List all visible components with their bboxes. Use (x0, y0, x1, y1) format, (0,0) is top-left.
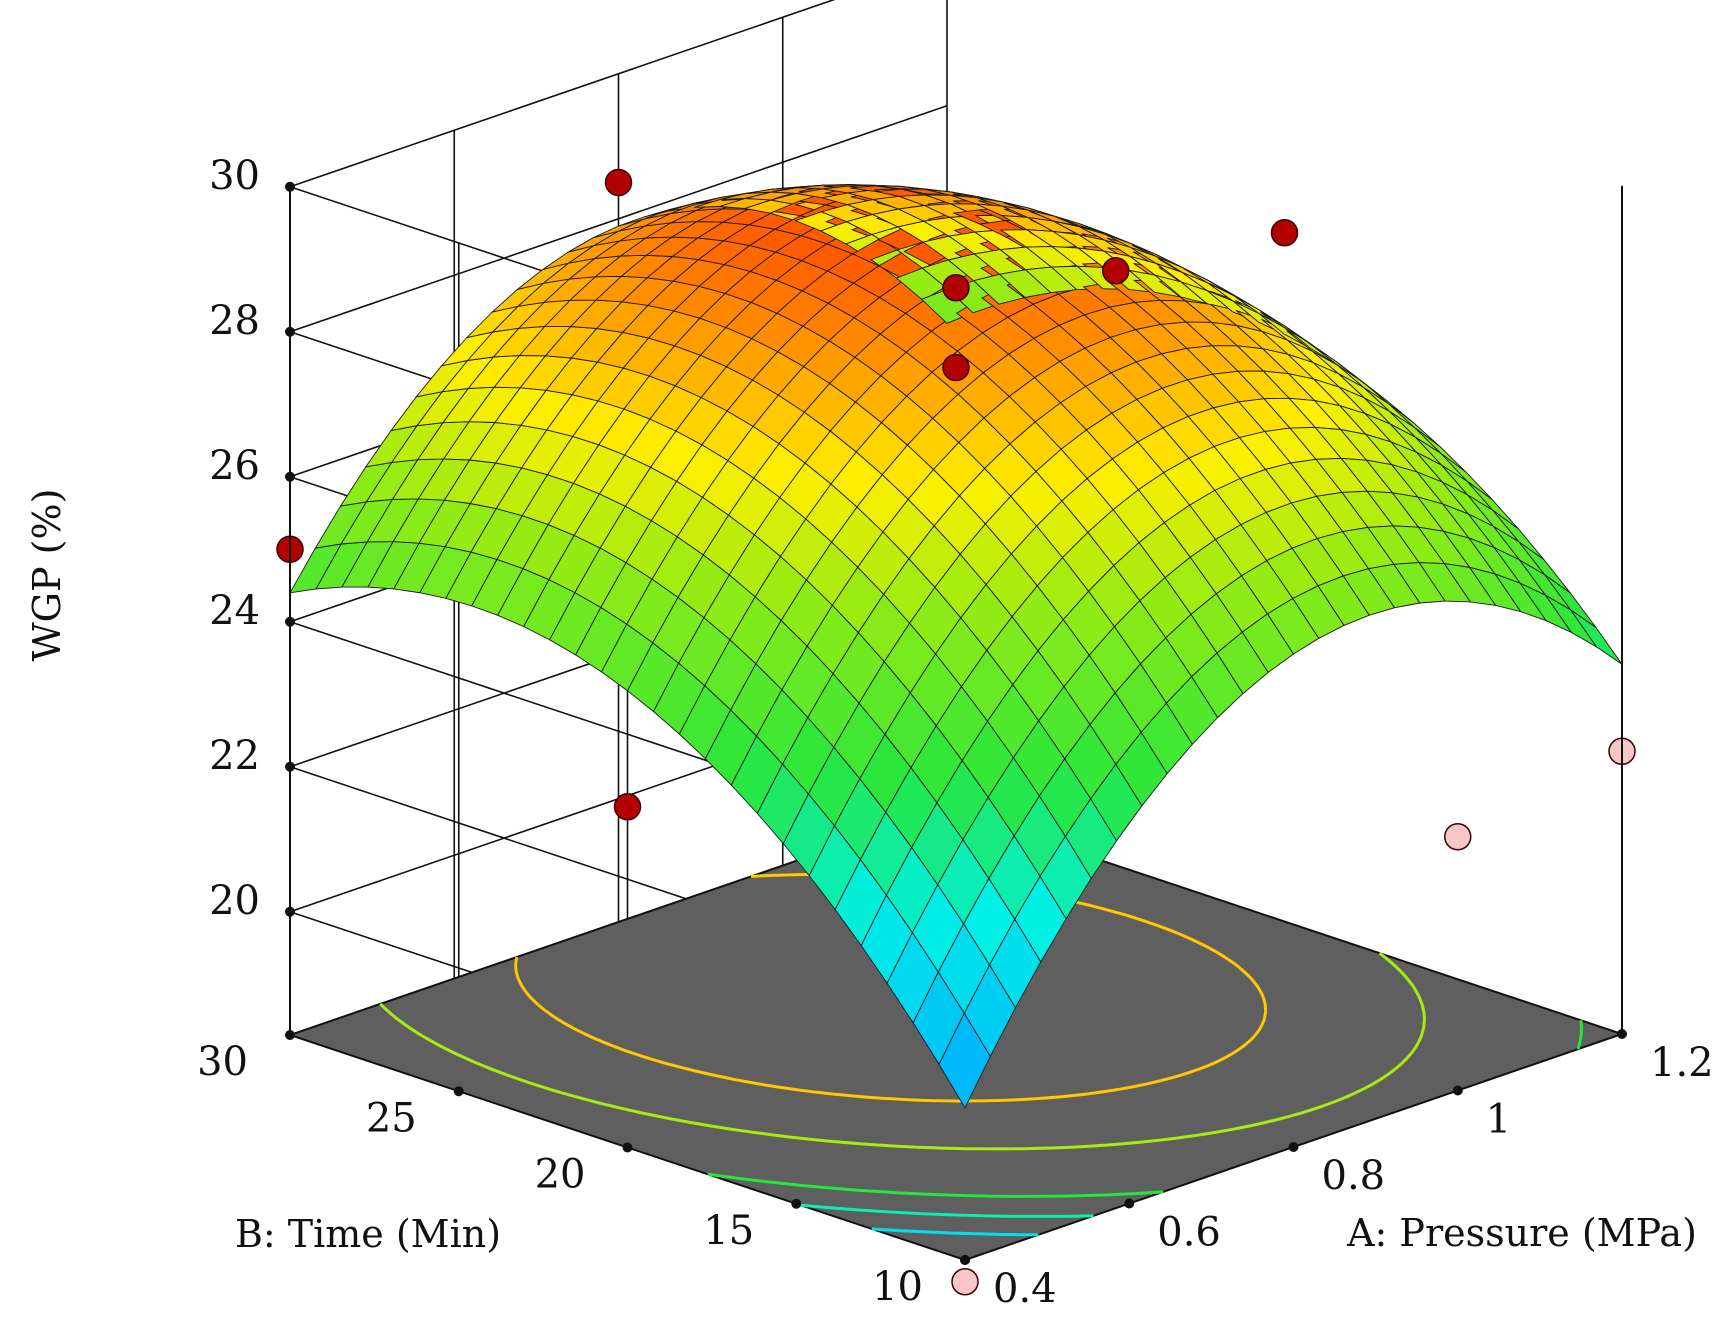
x-tick-label: 1.2 (1650, 1040, 1714, 1086)
design-point (1444, 823, 1472, 851)
floor-contours (379, 828, 1583, 1237)
axis-labels: WGP (%) B: Time (Min) A: Pressure (MPa) (25, 489, 1697, 1256)
design-point (604, 168, 633, 197)
y-tick-dot (285, 1030, 295, 1040)
contour-line (379, 828, 1426, 1151)
z-tick-label: 20 (209, 878, 260, 924)
design-point (951, 1268, 979, 1296)
y-tick-label: 25 (366, 1095, 417, 1141)
x-tick-label: 0.8 (1322, 1153, 1386, 1199)
z-tick-label: 28 (209, 298, 260, 344)
x-tick-dot (1288, 1142, 1299, 1152)
x-tick-dot (1124, 1198, 1135, 1209)
z-tick-label: 22 (209, 733, 260, 779)
z-tick-dot (285, 761, 295, 772)
y-tick-label: 20 (535, 1152, 586, 1198)
z-tick-label: 24 (209, 588, 260, 634)
tick-marks: 20 22 24 26 28 30 10 15 20 25 30 0.4 0.6 0.8 1 1.2 (197, 153, 1714, 1312)
response-surface (289, 184, 1623, 1109)
contour-line (707, 1020, 1583, 1198)
y-tick-dot (622, 1142, 633, 1153)
points-above-surface (276, 168, 1299, 821)
x-tick-label: 0.6 (1157, 1210, 1221, 1256)
y-tick-dot (453, 1086, 464, 1097)
contour-line (871, 1227, 1039, 1237)
design-point (1102, 257, 1130, 285)
design-point (613, 793, 642, 821)
z-axis-label: WGP (%) (25, 489, 69, 662)
x-tick-dot (1617, 1029, 1627, 1039)
z-tick-dot (285, 471, 295, 482)
z-tick-dot (285, 181, 295, 192)
z-tick-dot (285, 326, 295, 337)
design-point (942, 353, 970, 382)
x-tick-dot (1452, 1085, 1463, 1096)
y-tick-dot (791, 1198, 802, 1209)
x-tick-label: 0.4 (993, 1266, 1057, 1312)
x-tick-dot (960, 1255, 970, 1265)
z-tick-label: 26 (209, 443, 260, 489)
design-point (942, 274, 970, 302)
y-axis-label: B: Time (Min) (235, 1212, 501, 1256)
y-tick-label: 30 (197, 1039, 248, 1085)
z-tick-dot (285, 616, 295, 627)
z-tick-dot (285, 906, 295, 917)
x-axis-label: A: Pressure (MPa) (1346, 1211, 1697, 1255)
surface-facet (1570, 609, 1623, 665)
y-tick-label: 15 (703, 1208, 754, 1254)
z-tick-label: 30 (209, 153, 260, 199)
contour-line (800, 1203, 1094, 1218)
design-point (1270, 219, 1299, 247)
y-tick-label: 10 (872, 1264, 923, 1310)
x-tick-label: 1 (1486, 1097, 1511, 1143)
